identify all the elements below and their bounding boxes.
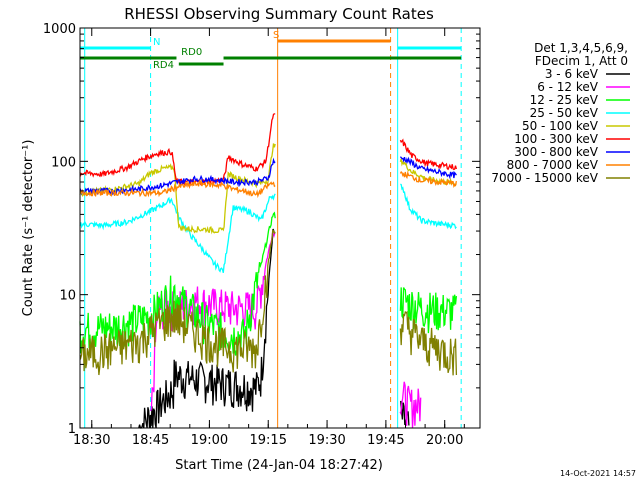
legend-item-label: 7000 - 15000 keV [491,171,598,185]
x-axis-label: Start Time (24-Jan-04 18:27:42) [175,458,383,473]
flag-label: S [273,30,279,41]
series-line-7 [80,170,458,199]
legend-item-label: 3 - 6 keV [545,67,599,81]
y-tick-label: 100 [51,155,76,170]
x-tick-label: 19:00 [191,433,228,448]
y-axis-label: Count Rate (s⁻¹ detector⁻¹) [21,140,36,317]
flag-label: RD0 [181,47,202,58]
flag-label: RD4 [153,60,174,71]
legend-header: FDecim 1, Att 0 [535,54,628,68]
legend-header: Det 1,3,4,5,6,9, [534,41,628,55]
plot-frame [79,27,481,429]
y-tick-label: 10 [59,289,76,304]
x-tick-label: 19:30 [308,433,345,448]
y-tick-label: 1 [68,422,76,437]
legend-item-label: 800 - 7000 keV [507,158,599,172]
legend-item-label: 25 - 50 keV [530,106,599,120]
plot-area: N S RD0 RD4 18:30 18:45 19:00 19:15 19:30 19:45 20… [43,22,481,448]
legend-item-label: 100 - 300 keV [514,132,598,146]
legend-item-label: 50 - 100 keV [522,119,599,133]
legend-item-label: 12 - 25 keV [530,93,599,107]
x-tick-label: 19:15 [250,433,287,448]
y-tick-label: 1000 [43,22,76,37]
flag-label: N [153,37,160,48]
x-tick-label: 20:00 [426,433,463,448]
series-line-8 [79,229,458,376]
legend-item-label: 6 - 12 keV [537,80,599,94]
x-tick-label: 18:45 [132,433,169,448]
legend-item-label: 300 - 800 keV [514,145,598,159]
footer-date: 14-Oct-2021 14:57 [560,469,636,478]
x-tick-label: 19:45 [367,433,404,448]
legend: Det 1,3,4,5,6,9,FDecim 1, Att 03 - 6 keV… [491,41,630,185]
x-tick-label: 18:30 [73,433,110,448]
chart-title: RHESSI Observing Summary Count Rates [124,5,434,23]
